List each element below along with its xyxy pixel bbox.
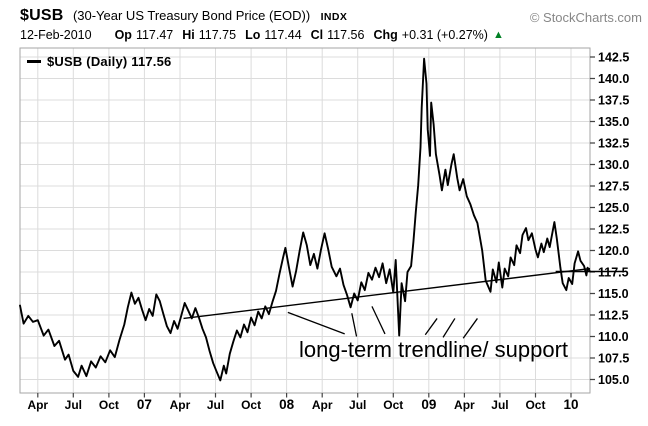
y-axis-tick-label: 112.5 [598,309,629,323]
y-axis-tick-label: 140.0 [598,72,629,86]
x-axis-tick-label: Apr [27,398,48,412]
change-up-arrow-icon: ▲ [492,29,504,41]
y-axis-tick-label: 105.0 [598,373,629,387]
annotation-pointer-line [351,313,358,337]
x-axis-tick-label: Jul [65,398,82,412]
title-row: $USB (30-Year US Treasury Bond Price (EO… [20,7,640,27]
high-label: Hi [182,28,195,42]
stockcharts-copyright: © StockCharts.com [529,10,642,25]
chart-title: (30-Year US Treasury Bond Price (EOD)) [72,8,311,23]
legend-label: $USB (Daily) 117.56 [47,53,172,69]
close-value: 117.56 [327,28,365,42]
x-axis-tick-label: 09 [421,397,436,412]
chart-legend: $USB (Daily) 117.56 [27,53,171,69]
y-axis-tick-label: 142.5 [598,51,629,65]
change-label: Chg [373,28,398,42]
y-axis-tick-label: 107.5 [598,352,629,366]
annotation-pointer-line [462,318,478,339]
y-axis-tick-label: 127.5 [598,180,629,194]
symbol-label: $USB [20,7,64,24]
y-axis-tick-label: 117.5 [598,266,629,280]
x-axis-tick-label: 10 [564,397,579,412]
y-axis-tick-label: 125.0 [598,201,629,215]
price-line [19,57,591,382]
y-axis-tick-label: 137.5 [598,94,629,108]
open-label: Op [114,28,132,42]
y-axis-tick-label: 120.0 [598,244,629,258]
open-value: 117.47 [135,28,174,42]
plot-frame [19,47,591,394]
x-axis-tick-label: Apr [312,398,333,412]
axis-ticks [37,56,595,398]
y-axis-tick-label: 110.0 [598,330,629,344]
x-axis-tick-label: Oct [383,398,403,412]
annotation-pointer-line [424,318,438,336]
x-axis-tick-label: Jul [491,398,508,412]
x-axis-tick-label: 08 [279,397,295,412]
legend-line-swatch [27,59,41,63]
y-axis-tick-label: 130.0 [598,158,629,172]
x-axis-tick-label: 07 [137,397,152,412]
x-axis-tick-label: Apr [454,398,475,412]
change-value: +0.31 (+0.27%) [401,28,488,42]
y-axis-tick-label: 135.0 [598,115,629,129]
y-axis-tick-label: 115.0 [598,287,629,301]
annotation-pointer-line [371,306,386,335]
x-axis-tick-label: Jul [207,398,224,412]
annotation-pointer-line [287,311,345,335]
exchange-label: INDX [320,11,348,23]
y-axis-tick-label: 122.5 [598,223,629,237]
low-label: Lo [245,28,261,42]
quote-date: 12-Feb-2010 [20,28,92,42]
x-axis-tick-label: Jul [349,398,366,412]
close-label: Cl [310,28,324,42]
x-axis-tick-label: Oct [99,398,119,412]
x-axis-tick-label: Apr [170,398,191,412]
grid [20,48,590,393]
annotation-trendline-label: long-term trendline/ support [299,337,569,362]
quote-row: 12-Feb-2010 Op 117.47 Hi 117.75 Lo 117.44 Cl 117… [20,28,630,44]
trend-line [183,267,591,320]
x-axis-tick-label: Oct [241,398,261,412]
x-axis-tick-label: Oct [525,398,545,412]
annotation-pointer-line [442,318,456,338]
low-value: 117.44 [264,28,302,42]
y-axis-tick-label: 132.5 [598,137,629,151]
high-value: 117.75 [198,28,237,42]
